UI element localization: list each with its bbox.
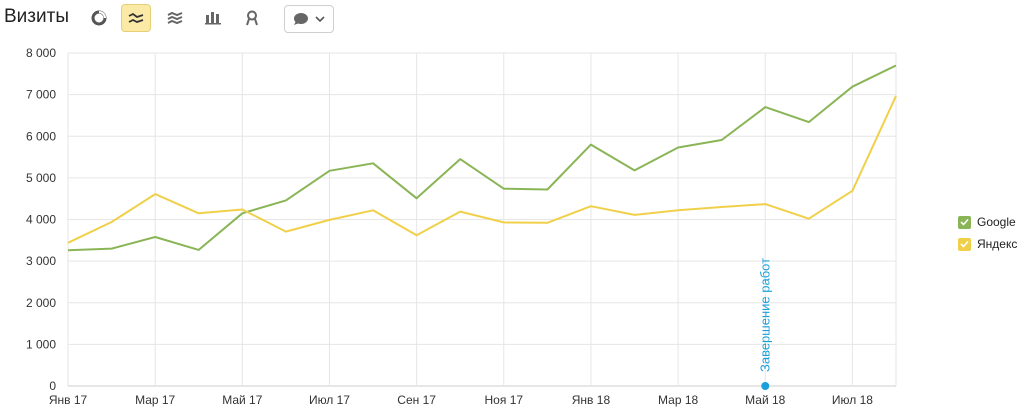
bar-chart-icon	[205, 12, 221, 25]
annotation-marker	[761, 382, 770, 390]
chart-title: Визиты	[4, 6, 69, 27]
y-tick-label: 7 000	[26, 88, 56, 102]
check-icon	[960, 218, 969, 226]
x-tick-label: Ноя 17	[485, 393, 524, 407]
legend-checkbox-google[interactable]	[958, 215, 971, 229]
map-button[interactable]	[237, 4, 267, 32]
y-tick-label: 2 000	[26, 296, 56, 310]
comments-dropdown-button[interactable]	[284, 5, 334, 33]
y-tick-label: 4 000	[26, 213, 56, 227]
x-tick-label: Май 17	[222, 393, 263, 407]
series-line	[67, 64, 897, 252]
pie-chart-icon	[91, 10, 107, 26]
check-icon	[960, 240, 969, 248]
line-chart-button[interactable]	[121, 4, 151, 32]
annotation-label: Завершение работ	[757, 258, 772, 372]
y-tick-label: 8 000	[26, 46, 56, 60]
line-chart-icon	[128, 12, 144, 23]
x-tick-label: Янв 17	[49, 393, 88, 407]
x-tick-label: Мар 18	[658, 393, 698, 407]
pie-chart-button[interactable]	[84, 4, 114, 32]
legend-item-google[interactable]: Google	[958, 211, 1017, 233]
legend-label-google: Google	[977, 215, 1016, 229]
legend-checkbox-yandex[interactable]	[958, 237, 971, 251]
chevron-down-icon	[315, 16, 325, 23]
area-chart-icon	[167, 11, 183, 25]
x-tick-label: Май 18	[745, 393, 786, 407]
series-line	[67, 95, 897, 244]
chart-toolbar: Визиты	[0, 0, 1024, 38]
chart-legend: Google Яндекс	[958, 211, 1017, 255]
y-tick-label: 3 000	[26, 254, 56, 268]
area-chart-button[interactable]	[160, 4, 190, 32]
legend-label-yandex: Яндекс	[977, 237, 1018, 251]
y-tick-label: 0	[49, 379, 56, 393]
legend-item-yandex[interactable]: Яндекс	[958, 233, 1017, 255]
x-tick-label: Июл 18	[832, 393, 873, 407]
map-pin-icon	[246, 10, 258, 26]
x-tick-label: Мар 17	[135, 393, 175, 407]
x-tick-label: Сен 17	[397, 393, 436, 407]
y-tick-label: 6 000	[26, 129, 56, 143]
y-tick-label: 1 000	[26, 337, 56, 351]
x-tick-label: Июл 17	[309, 393, 350, 407]
y-tick-label: 5 000	[26, 171, 56, 185]
x-tick-label: Янв 18	[572, 393, 611, 407]
bar-chart-button[interactable]	[198, 4, 228, 32]
speech-bubble-icon	[294, 13, 308, 25]
